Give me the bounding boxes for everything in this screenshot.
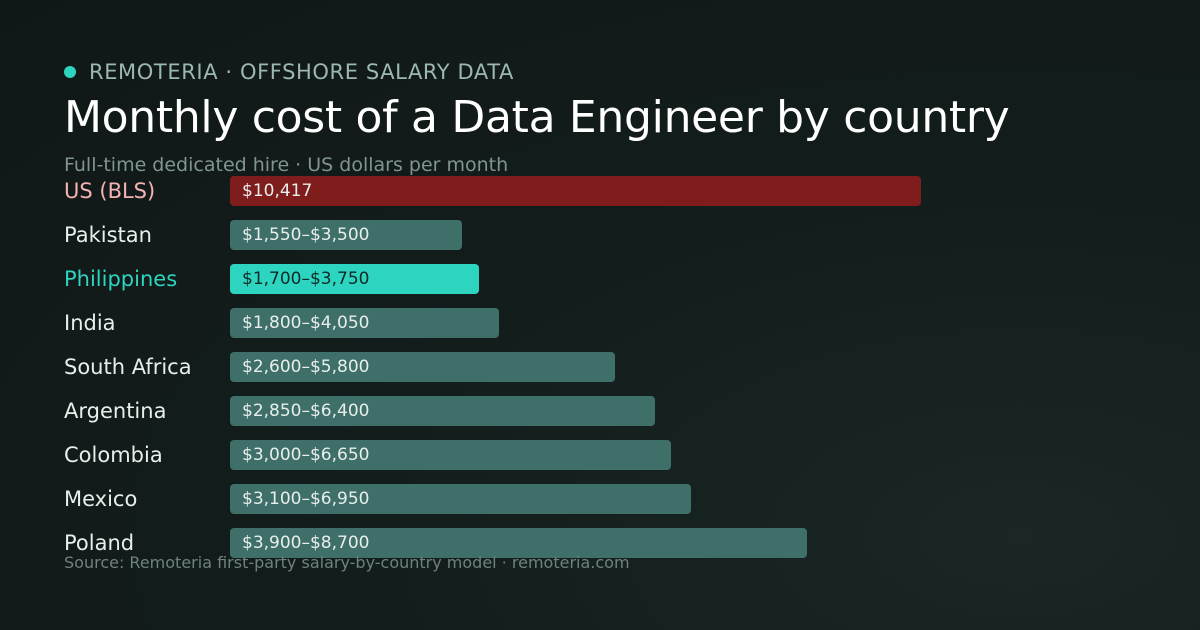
bar — [230, 220, 462, 250]
bar-value-label: $2,850–$6,400 — [242, 401, 370, 421]
bar-value-label: $2,600–$5,800 — [242, 357, 370, 377]
bar — [230, 528, 807, 558]
bar-value-label: $3,000–$6,650 — [242, 445, 370, 465]
category-label: Pakistan — [64, 223, 152, 247]
brand-dot-icon — [64, 66, 76, 78]
bar — [230, 264, 479, 294]
category-label: Philippines — [64, 267, 178, 291]
bar-value-label: $1,800–$4,050 — [242, 313, 370, 333]
category-label: US (BLS) — [64, 179, 156, 203]
bar-value-label: $3,100–$6,950 — [242, 489, 370, 509]
bar-value-label: $10,417 — [242, 181, 313, 201]
source-note: Source: Remoteria first-party salary-by-… — [64, 553, 630, 572]
category-label: India — [64, 311, 116, 335]
category-label: Mexico — [64, 487, 138, 511]
bar — [230, 396, 655, 426]
bar-value-label: $1,700–$3,750 — [242, 269, 370, 289]
bar — [230, 440, 671, 470]
category-label: Argentina — [64, 399, 167, 423]
category-label: South Africa — [64, 355, 192, 379]
brand-header: REMOTERIA · OFFSHORE SALARY DATA — [64, 60, 514, 84]
bar — [230, 484, 691, 514]
chart-title: Monthly cost of a Data Engineer by count… — [64, 92, 1010, 143]
bar — [230, 352, 615, 382]
category-label: Colombia — [64, 443, 163, 467]
category-label: Poland — [64, 531, 135, 555]
bar — [230, 308, 499, 338]
bar-value-label: $3,900–$8,700 — [242, 533, 370, 553]
bar — [230, 176, 921, 206]
brand-name: REMOTERIA · OFFSHORE SALARY DATA — [89, 60, 514, 84]
bar-value-label: $1,550–$3,500 — [242, 225, 370, 245]
chart-subtitle: Full-time dedicated hire · US dollars pe… — [64, 154, 509, 176]
